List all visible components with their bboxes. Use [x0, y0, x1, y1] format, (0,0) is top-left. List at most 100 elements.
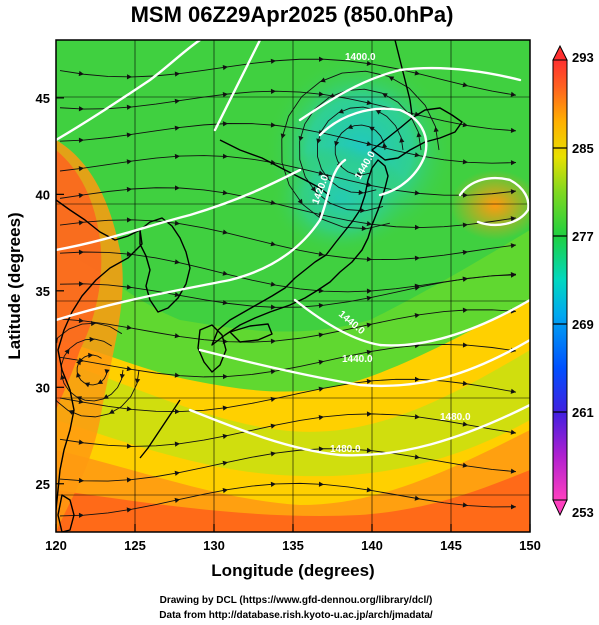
wind-arrow: [318, 446, 324, 452]
wind-arrow: [510, 160, 516, 166]
wind-arrow: [323, 173, 329, 180]
wind-arrow: [510, 243, 516, 249]
x-tick-label: 140: [361, 538, 383, 553]
wind-arrow: [78, 249, 84, 255]
wind-arrow: [78, 137, 84, 143]
wind-arrow: [126, 284, 132, 290]
credit-drawing: Drawing by DCL (https://www.gfd-dennou.o…: [160, 595, 433, 606]
coastline-honshu: [211, 159, 389, 346]
wind-arrow: [361, 225, 367, 231]
x-tick-label: 125: [124, 538, 146, 553]
wind-arrow: [382, 142, 388, 148]
wind-arrow: [414, 376, 420, 382]
wind-arrow: [318, 302, 324, 309]
wind-arrow: [310, 186, 316, 192]
wind-arrow: [270, 338, 276, 344]
streamline: [299, 88, 422, 212]
wind-arrow: [462, 421, 468, 427]
wind-arrow: [222, 487, 228, 494]
wind-arrow: [88, 352, 94, 358]
contour-label-1: 1440.0: [342, 354, 373, 365]
wind-arrow: [119, 373, 125, 380]
streamline: [59, 187, 517, 228]
x-tick-label: 150: [519, 538, 541, 553]
wind-arrow: [318, 332, 324, 338]
wind-arrow: [366, 378, 372, 385]
wind-arrow: [366, 411, 372, 417]
streamline: [56, 322, 140, 418]
wind-arrow: [329, 93, 335, 98]
wind-arrow: [280, 133, 286, 139]
colorbar-tick-label: 285: [572, 141, 594, 156]
wind-arrow: [78, 512, 84, 518]
y-tick-label: 35: [36, 284, 50, 299]
y-tick-label: 45: [36, 91, 50, 106]
wind-arrow: [126, 443, 132, 449]
wind-arrow: [89, 336, 95, 343]
y-tick-label: 25: [36, 477, 50, 492]
wind-arrow: [318, 414, 324, 421]
wind-arrow: [375, 109, 382, 115]
lat-lon-grid: [56, 40, 530, 532]
streamline: [316, 106, 404, 194]
wind-streamlines: [56, 56, 517, 518]
wind-arrow: [388, 76, 395, 82]
wind-arrow: [76, 372, 82, 378]
wind-arrow: [320, 77, 326, 83]
wind-arrow: [174, 372, 180, 378]
streamline: [59, 309, 517, 343]
x-tick-label: 120: [45, 538, 67, 553]
wind-arrow: [174, 125, 180, 131]
wind-arrow: [510, 189, 516, 195]
map-title: MSM 06Z29Apr2025 (850.0hPa): [131, 2, 454, 27]
wind-arrow: [222, 460, 228, 466]
wind-arrow: [174, 220, 180, 226]
wind-arrow: [462, 276, 468, 282]
wind-arrow: [126, 186, 132, 193]
x-tick-label: 135: [282, 538, 304, 553]
wind-arrow: [174, 98, 180, 104]
wind-arrow: [462, 462, 468, 468]
wind-arrow: [414, 495, 420, 501]
wind-arrow: [318, 481, 324, 487]
wind-arrow: [414, 152, 420, 158]
wind-arrow: [510, 216, 516, 222]
wind-arrow: [270, 58, 276, 64]
wind-arrow: [510, 272, 516, 278]
streamline: [59, 448, 517, 482]
x-tick-label: 145: [440, 538, 462, 553]
wind-arrow: [90, 320, 97, 327]
wind-arrow: [366, 487, 372, 493]
wind-arrow: [78, 281, 84, 287]
wind-arrow: [174, 470, 180, 476]
coastline-shikoku: [229, 323, 273, 343]
wind-arrow: [297, 198, 303, 205]
coastline-kyushu: [197, 324, 227, 373]
wind-arrow: [510, 388, 516, 394]
colorbar-tick-label: 277: [572, 229, 594, 244]
x-axis-ticks: 120 125 130 135 140 145 150: [45, 524, 541, 553]
streamline: [60, 338, 124, 402]
wind-arrow: [270, 304, 276, 310]
wind-arrow: [126, 507, 132, 513]
wind-arrow: [366, 288, 372, 294]
wind-arrow: [174, 408, 180, 415]
colorbar-tick-label: 293: [572, 50, 594, 65]
wind-arrow: [334, 140, 340, 147]
wind-arrow: [366, 447, 372, 453]
streamline: [281, 70, 440, 230]
wind-arrow: [270, 122, 276, 128]
wind-arrow: [174, 153, 180, 160]
wind-arrow: [366, 295, 372, 301]
wind-arrow: [318, 91, 324, 97]
temperature-field: 1440.0 1480.0 1480.0 1400.0 1420.0 1440.…: [56, 40, 530, 532]
wind-arrow: [222, 92, 228, 98]
wind-arrow: [270, 451, 276, 457]
wind-arrow: [222, 405, 228, 411]
streamline: [59, 219, 517, 260]
wind-arrow: [366, 256, 372, 262]
streamline: [59, 413, 517, 447]
wind-arrow: [270, 423, 276, 429]
wind-arrow: [358, 189, 364, 196]
